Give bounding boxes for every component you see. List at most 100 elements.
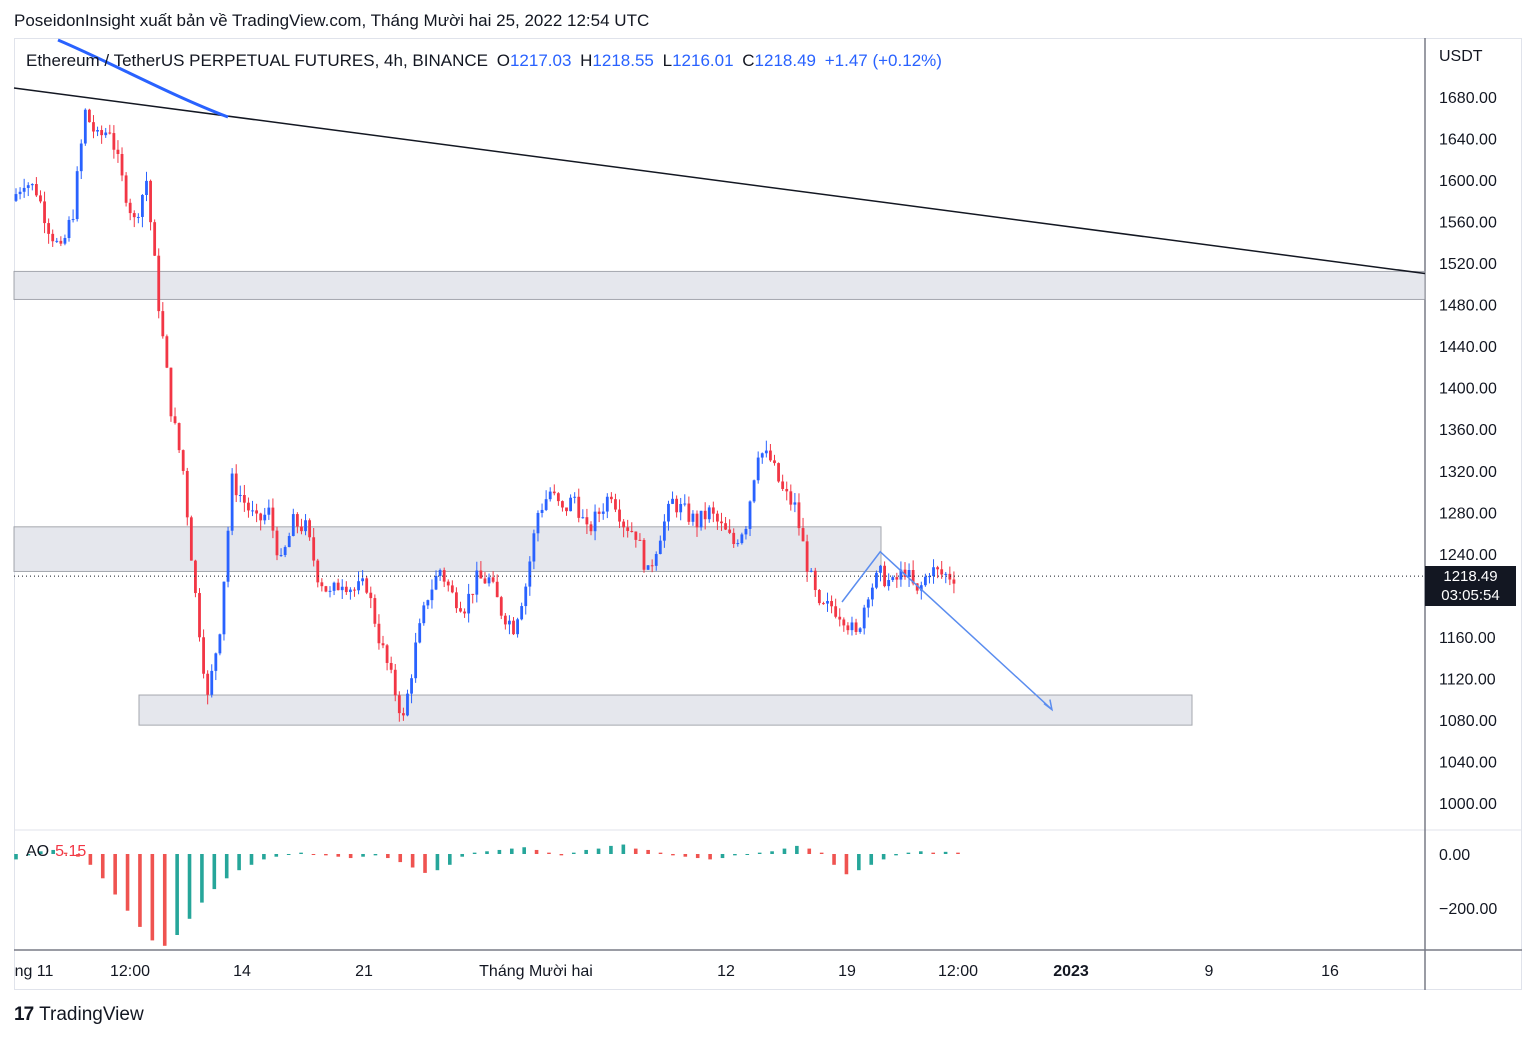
time-tick-label: 14 <box>233 963 251 980</box>
candle-body <box>919 585 923 591</box>
candle-body <box>149 180 152 223</box>
price-tick-label: 1040.00 <box>1439 754 1497 771</box>
high-value: 1218.55 <box>592 51 654 70</box>
tradingview-logo[interactable]: 17 TradingView <box>14 1004 144 1026</box>
candle-body <box>173 416 177 424</box>
candle-body <box>410 678 413 694</box>
candle-body <box>658 540 662 555</box>
candle-body <box>116 149 120 155</box>
candle-body <box>108 132 112 134</box>
ao-bar <box>162 854 167 946</box>
candle-body <box>263 514 267 521</box>
candle-body <box>88 109 91 123</box>
ao-bar <box>881 854 886 860</box>
symbol-name[interactable]: Ethereum / TetherUS PERPETUAL FUTURES, 4… <box>26 51 488 70</box>
candle-body <box>573 496 577 498</box>
candle-body <box>760 453 764 458</box>
candle-body <box>748 501 752 529</box>
candle-body <box>544 499 548 510</box>
low-label: L <box>662 51 673 70</box>
candle-body <box>381 643 385 646</box>
candle-body <box>903 569 907 577</box>
ao-bar <box>187 854 192 919</box>
candle-body <box>887 580 891 587</box>
ao-bar <box>125 854 130 911</box>
candle-body <box>565 507 568 512</box>
candle-body <box>569 497 572 512</box>
candle-body <box>785 488 789 492</box>
candle-body <box>846 625 850 631</box>
candle-body <box>875 572 878 588</box>
ao-bar <box>633 848 638 854</box>
price-axis-unit[interactable]: USDT <box>1439 48 1483 65</box>
candle-body <box>858 628 862 632</box>
candle-body <box>75 171 79 220</box>
candle-body <box>238 495 242 497</box>
candle-body <box>320 582 324 587</box>
candle-body <box>157 255 161 312</box>
ao-legend[interactable]: AO 5.15 <box>26 843 86 861</box>
candle-body <box>344 586 348 593</box>
candle-body <box>826 601 829 604</box>
candle-body <box>185 470 189 518</box>
ao-bar <box>14 854 18 860</box>
candle-body <box>406 693 409 716</box>
price-tick-label: 1080.00 <box>1439 713 1497 730</box>
candle-body <box>438 570 442 576</box>
ao-bar <box>869 854 874 865</box>
candle-body <box>732 532 736 545</box>
ao-bar <box>609 845 613 854</box>
candle-body <box>222 581 226 635</box>
candle-body <box>402 713 405 716</box>
ao-bar <box>832 854 836 865</box>
ao-bar <box>509 848 514 854</box>
candle-body <box>136 216 140 218</box>
zone-rect-1 <box>13 270 1426 300</box>
price-tick-label: 1280.00 <box>1439 505 1497 522</box>
candle-body <box>862 607 866 629</box>
candle-body <box>247 502 250 511</box>
candle-body <box>911 570 915 584</box>
candle-body <box>385 645 389 663</box>
candle-body <box>316 560 320 583</box>
candle-body <box>577 496 581 518</box>
candle-body <box>161 311 165 337</box>
moving-average-line <box>57 38 229 119</box>
candle-body <box>287 536 291 548</box>
candle-body <box>854 622 858 632</box>
candle-body <box>552 491 556 494</box>
candle-body <box>169 367 173 417</box>
candle-body <box>495 581 499 598</box>
candle-body <box>866 599 870 608</box>
ao-bar <box>38 851 43 854</box>
ao-value: 5.15 <box>55 843 87 860</box>
candle-body <box>141 195 144 217</box>
candle-body <box>703 510 707 520</box>
candle-body <box>271 507 275 531</box>
candle-body <box>194 560 197 594</box>
legend-high: H1218.55 <box>580 51 654 70</box>
legend-change: +1.47 (+0.12%) <box>824 51 942 70</box>
time-tick-label: 12 <box>717 963 735 980</box>
candle-body <box>353 589 356 591</box>
price-tick-label: 1360.00 <box>1439 422 1497 439</box>
candle-body <box>797 502 801 529</box>
candle-body <box>120 154 124 176</box>
ao-bar <box>460 854 465 857</box>
candle-body <box>834 606 838 617</box>
candle-body <box>940 569 944 575</box>
price-tick-label: 1000.00 <box>1439 796 1497 813</box>
candle-body <box>92 122 95 132</box>
candle-body <box>777 463 780 482</box>
trendline <box>13 87 1426 275</box>
candle-body <box>838 616 842 620</box>
candle-body <box>512 620 515 635</box>
ao-bar <box>857 854 861 871</box>
candle-body <box>96 130 99 132</box>
candle-body <box>752 480 756 502</box>
price-tick-label: 1480.00 <box>1439 298 1497 315</box>
ao-tick-label: −200.00 <box>1439 901 1497 918</box>
high-label: H <box>580 51 593 70</box>
candle-body <box>291 514 295 537</box>
